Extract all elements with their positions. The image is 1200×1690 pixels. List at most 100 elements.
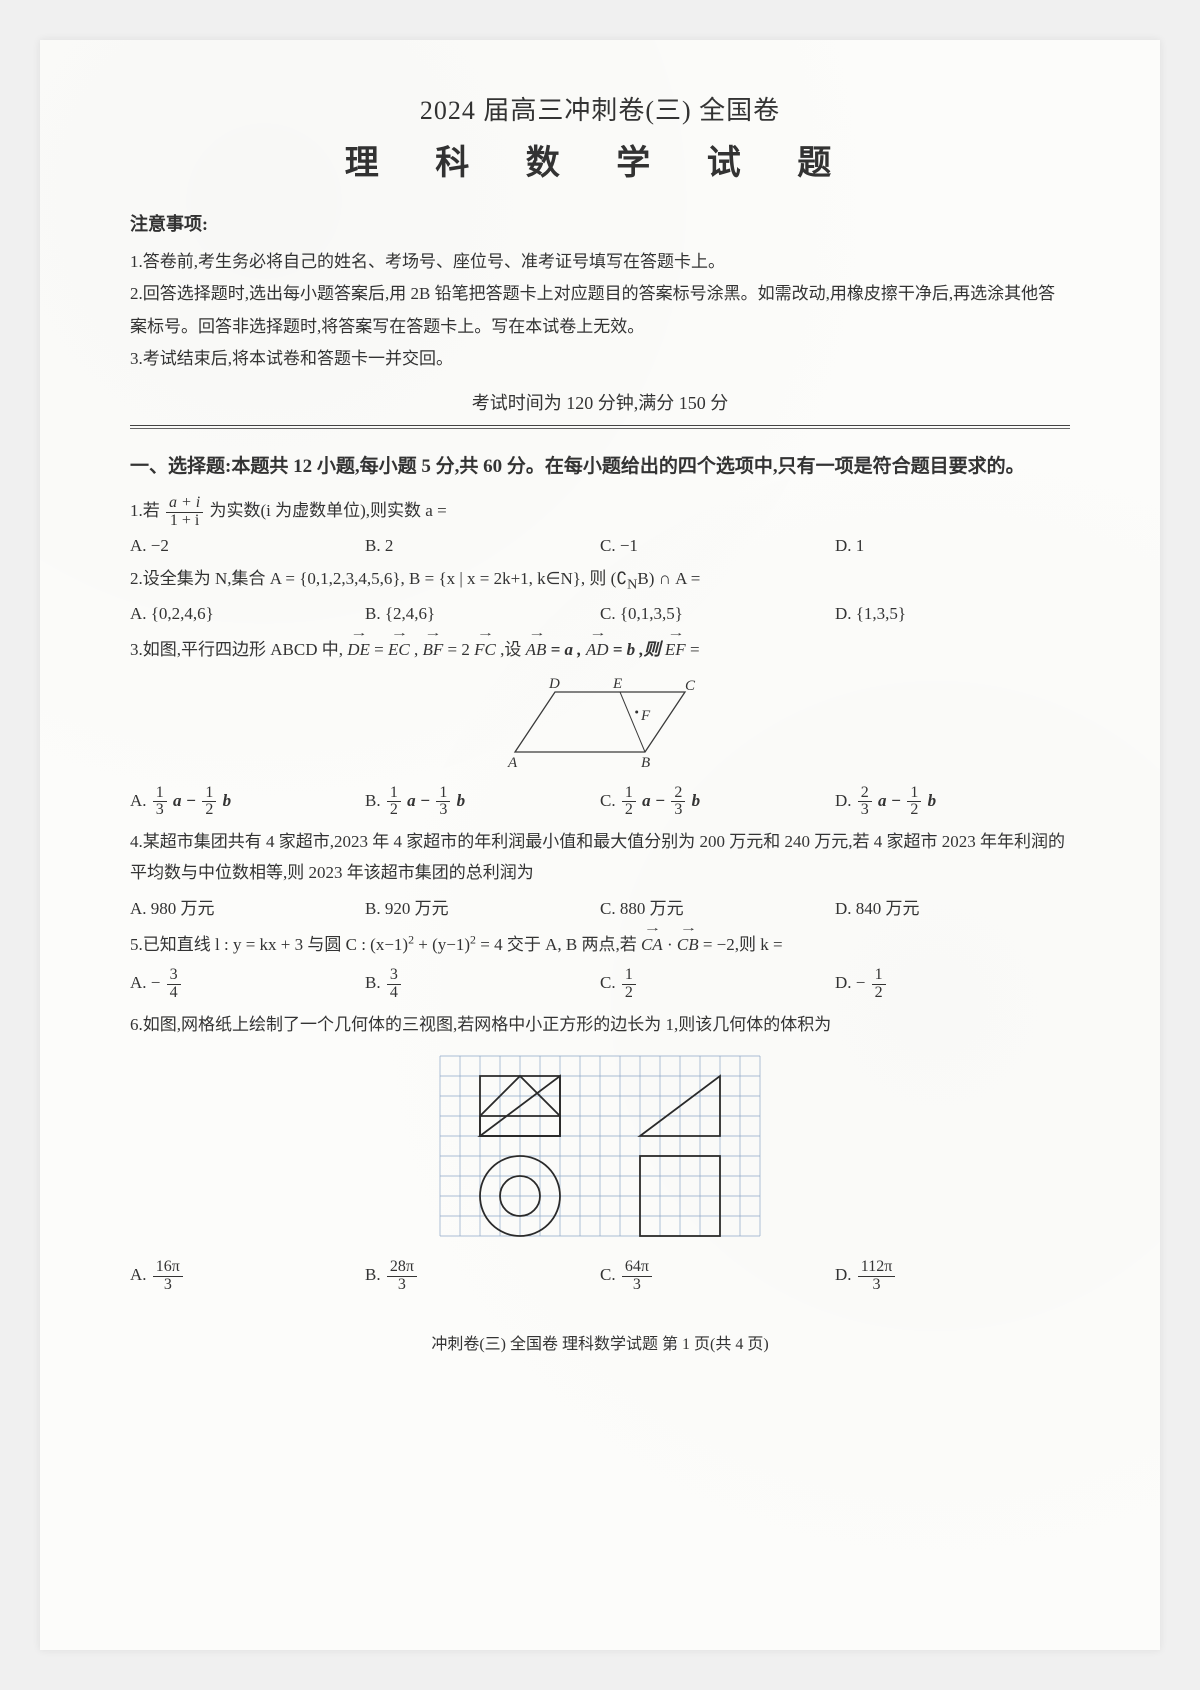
label-D: D [548, 676, 560, 692]
q6-choice-b: B. 28π3 [365, 1257, 600, 1296]
q5a-n: 3 [167, 967, 181, 985]
q3-eq6: = b ,则 [613, 640, 661, 659]
q6-figure [130, 1046, 1070, 1251]
page-footer: 冲刺卷(三) 全国卷 理科数学试题 第 1 页(共 4 页) [130, 1330, 1070, 1354]
q5d-pre: D. − [835, 973, 865, 992]
q5b-pre: B. [365, 973, 385, 992]
q3c-tail: b [692, 791, 701, 810]
q3b-d2: 3 [436, 802, 450, 819]
q3c-d2: 3 [671, 802, 685, 819]
q3-choice-c: C. 12 a − 23 b [600, 783, 835, 822]
exam-time: 考试时间为 120 分钟,满分 150 分 [130, 389, 1070, 415]
q3-vec-de: DE [347, 632, 370, 666]
question-1: 1.若 a + i 1 + i 为实数(i 为虚数单位),则实数 a = [130, 495, 1070, 530]
q1-choice-b: B. 2 [365, 534, 600, 558]
q1-choice-d: D. 1 [835, 534, 1070, 558]
q6b-pre: B. [365, 1265, 385, 1284]
q3d-d2: 2 [907, 802, 921, 819]
q2-sub: N [627, 576, 637, 592]
q3-choice-b: B. 12 a − 13 b [365, 783, 600, 822]
q1-choices: A. −2 B. 2 C. −1 D. 1 [130, 534, 1070, 558]
q6d-d: 3 [858, 1277, 895, 1294]
q5-e: = −2,则 k = [699, 935, 783, 954]
label-C: C [685, 678, 696, 694]
q6b-n: 28π [387, 1259, 417, 1277]
q3a-pre: A. [130, 791, 147, 810]
question-4: 4.某超市集团共有 4 家超市,2023 年 4 家超市的年利润最小值和最大值分… [130, 827, 1070, 888]
q2-stem-b: B) ∩ A = [637, 569, 700, 588]
q5a-d: 4 [167, 985, 181, 1002]
q1-frac-d: 1 + i [166, 513, 203, 530]
q2-choice-b: B. {2,4,6} [365, 602, 600, 626]
q2-choices: A. {0,2,4,6} B. {2,4,6} C. {0,1,3,5} D. … [130, 602, 1070, 626]
q5-choice-c: C. 12 [600, 965, 835, 1004]
q3c-n2: 2 [671, 785, 685, 803]
q5c-d: 2 [622, 985, 636, 1002]
q3d-n2: 1 [907, 785, 921, 803]
q3-eq4: ,设 [500, 640, 521, 659]
q3a-d1: 3 [153, 802, 167, 819]
q4-choice-b: B. 920 万元 [365, 892, 600, 921]
q3-choices: A. 13 a − 12 b B. 12 a − 13 b C. 12 a − … [130, 783, 1070, 822]
question-2: 2.设全集为 N,集合 A = {0,1,2,3,4,5,6}, B = {x … [130, 564, 1070, 598]
q3-vec-ab: AB [526, 632, 547, 666]
q3b-tail: b [457, 791, 466, 810]
q1-choice-c: C. −1 [600, 534, 835, 558]
q3a-n1: 1 [153, 785, 167, 803]
q3b-d1: 2 [387, 802, 401, 819]
q5c-pre: C. [600, 973, 620, 992]
notice-item-2: 2.回答选择题时,选出每小题答案后,用 2B 铅笔把答题卡上对应题目的答案标号涂… [130, 278, 1070, 343]
divider-top [130, 425, 1070, 426]
q3d-pre: D. [835, 791, 852, 810]
title-line1: 2024 届高三冲刺卷(三) 全国卷 [130, 90, 1070, 127]
q5-vec-ca: CA [641, 927, 663, 961]
q5-b: + (y−1) [414, 935, 470, 954]
q3a-n2: 1 [202, 785, 216, 803]
q6c-pre: C. [600, 1265, 620, 1284]
label-A: A [507, 755, 518, 771]
q4-choice-a: A. 980 万元 [130, 892, 365, 921]
q6a-pre: A. [130, 1265, 151, 1284]
q2-stem-a: 2.设全集为 N,集合 A = {0,1,2,3,4,5,6}, B = {x … [130, 569, 627, 588]
q5-choice-a: A. − 34 [130, 965, 365, 1004]
q3-vec-ad: AD [586, 632, 609, 666]
q3-choice-d: D. 23 a − 12 b [835, 783, 1070, 822]
q5-choice-b: B. 34 [365, 965, 600, 1004]
q3c-mid: a − [642, 791, 669, 810]
q6-choice-d: D. 112π3 [835, 1257, 1070, 1296]
q6a-n: 16π [153, 1259, 183, 1277]
notice-item-3: 3.考试结束后,将本试卷和答题卡一并交回。 [130, 343, 1070, 375]
q3-vec-bf: BF [422, 632, 443, 666]
q3c-pre: C. [600, 791, 616, 810]
q3-vec-ef: EF [665, 632, 686, 666]
notice-item-1: 1.答卷前,考生务必将自己的姓名、考场号、座位号、准考证号填写在答题卡上。 [130, 246, 1070, 278]
q6d-pre: D. [835, 1265, 856, 1284]
question-5: 5.已知直线 l : y = kx + 3 与圆 C : (x−1)2 + (y… [130, 927, 1070, 961]
q1-stem-pre: 1.若 [130, 502, 160, 521]
parallelogram-svg: D E C F A B [485, 672, 715, 772]
page: 2024 届高三冲刺卷(三) 全国卷 理 科 数 学 试 题 注意事项: 1.答… [40, 40, 1160, 1650]
q6-choice-c: C. 64π3 [600, 1257, 835, 1296]
question-6: 6.如图,网格纸上绘制了一个几何体的三视图,若网格中小正方形的边长为 1,则该几… [130, 1010, 1070, 1041]
q3b-n1: 1 [387, 785, 401, 803]
q6c-d: 3 [622, 1277, 652, 1294]
q5d-n: 1 [872, 967, 886, 985]
q3a-d2: 2 [202, 802, 216, 819]
section-1-heading: 一、选择题:本题共 12 小题,每小题 5 分,共 60 分。在每小题给出的四个… [130, 451, 1070, 483]
q3-choice-a: A. 13 a − 12 b [130, 783, 365, 822]
q1-frac-n: a + i [166, 495, 203, 513]
q2-choice-c: C. {0,1,3,5} [600, 602, 835, 626]
q3d-d1: 3 [858, 802, 872, 819]
q3d-mid: a − [878, 791, 905, 810]
label-B: B [641, 755, 650, 771]
three-view-svg [430, 1046, 770, 1246]
divider-bottom [130, 428, 1070, 429]
q3-vec-fc: FC [474, 632, 496, 666]
q3-stem: 3.如图,平行四边形 ABCD 中, [130, 640, 343, 659]
q5c-n: 1 [622, 967, 636, 985]
q3a-mid: a − [173, 791, 200, 810]
q5-c: = 4 交于 A, B 两点,若 [476, 935, 641, 954]
q6c-n: 64π [622, 1259, 652, 1277]
q3-figure: D E C F A B [130, 672, 1070, 777]
q4-choices: A. 980 万元 B. 920 万元 C. 880 万元 D. 840 万元 [130, 892, 1070, 921]
